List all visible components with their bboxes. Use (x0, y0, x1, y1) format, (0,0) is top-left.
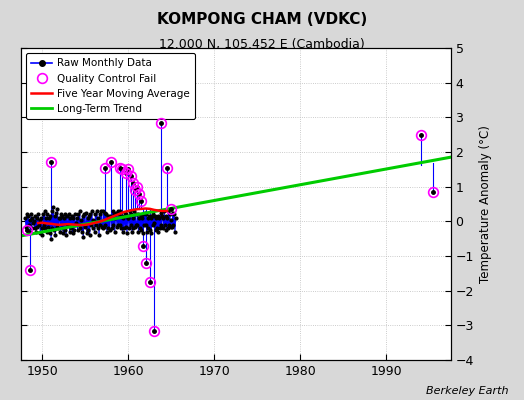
Y-axis label: Temperature Anomaly (°C): Temperature Anomaly (°C) (479, 125, 493, 283)
Legend: Raw Monthly Data, Quality Control Fail, Five Year Moving Average, Long-Term Tren: Raw Monthly Data, Quality Control Fail, … (26, 53, 195, 119)
Text: 12.000 N, 105.452 E (Cambodia): 12.000 N, 105.452 E (Cambodia) (159, 38, 365, 51)
Text: KOMPONG CHAM (VDKC): KOMPONG CHAM (VDKC) (157, 12, 367, 27)
Text: Berkeley Earth: Berkeley Earth (426, 386, 508, 396)
